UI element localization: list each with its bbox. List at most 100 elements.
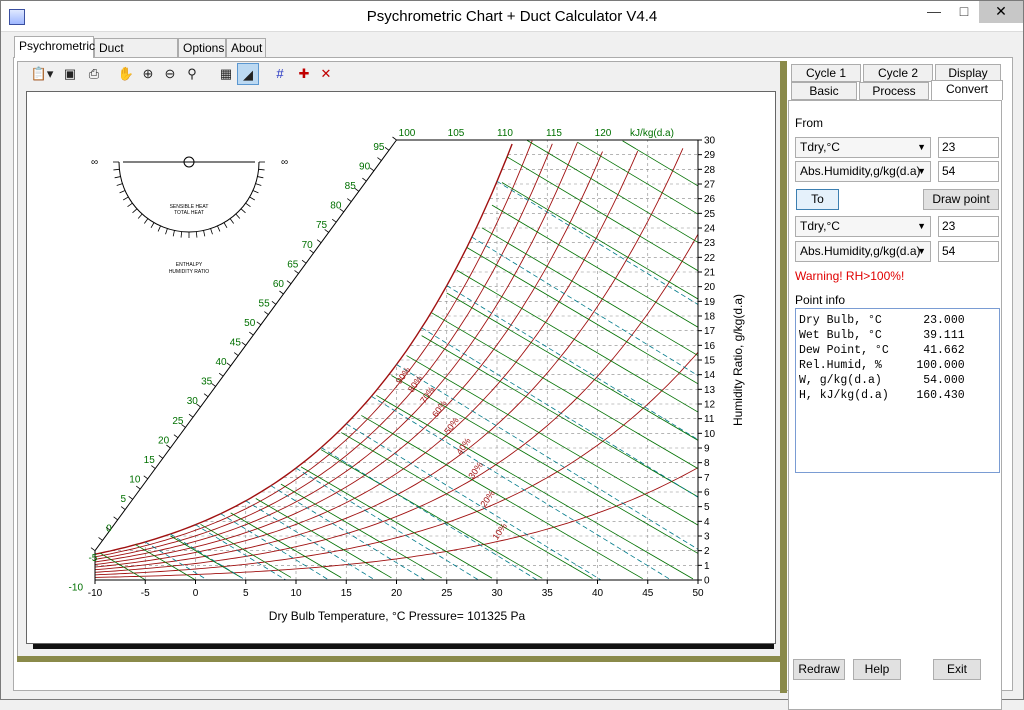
help-button[interactable]: Help — [853, 659, 901, 680]
maximize-icon[interactable]: □ — [959, 3, 969, 19]
enthalpy-scale-tick — [384, 146, 390, 151]
from-param-2-select[interactable]: Abs.Humidity,g/kg(d.a) ▼ — [795, 161, 931, 182]
tab-about[interactable]: About — [226, 38, 266, 58]
crosshair-icon[interactable]: ✚ — [298, 66, 310, 81]
y-tick-label: 21 — [704, 268, 716, 279]
protractor-tick — [223, 222, 228, 229]
from-value-1-input[interactable]: 23 — [938, 137, 999, 158]
wet-bulb-line — [195, 524, 286, 581]
print-icon[interactable]: ⎙ — [88, 66, 100, 81]
enthalpy-scale-tick — [354, 188, 360, 192]
chart-svg[interactable]: -10 -5 0 5 10 15 20 25 30 35 40 45 50012345678910111… — [27, 92, 777, 645]
enthalpy-line — [255, 498, 392, 579]
from-value-2-input[interactable]: 54 — [938, 161, 999, 182]
x-tick-label: -10 — [88, 588, 103, 599]
point-info-row: Rel.Humid, % 100.000 — [799, 358, 996, 373]
point-info-value: 100.000 — [895, 359, 965, 372]
enthalpy-line — [230, 512, 342, 578]
point-info-row: H, kJ/kg(d.a) 160.430 — [799, 388, 996, 403]
tab-process[interactable]: Process — [859, 82, 929, 100]
enthalpy-line — [361, 415, 643, 580]
zoom-out-icon[interactable]: ⊖ — [164, 66, 176, 81]
grid-icon[interactable]: # — [276, 66, 284, 81]
x-tick-label: 45 — [642, 588, 654, 599]
point-info-box[interactable]: Dry Bulb, °C 23.000 Wet Bulb, °C 39.111 De… — [795, 308, 1000, 473]
to-param-2-select[interactable]: Abs.Humidity,g/kg(d.a) ▼ — [795, 241, 931, 262]
close-icon[interactable]: ✕ — [979, 1, 1023, 23]
enthalpy-scale-tick — [331, 218, 337, 223]
wet-bulb-line — [421, 327, 699, 498]
rh-curve — [94, 233, 699, 573]
y-tick-label: 9 — [704, 444, 710, 455]
enthalpy-scale-tick — [196, 403, 201, 408]
y-tick-label: 16 — [704, 341, 716, 352]
pan-hand-icon[interactable]: ✋ — [117, 66, 135, 81]
to-value-2-input[interactable]: 54 — [938, 241, 999, 262]
y-tick-label: 24 — [704, 224, 716, 235]
y-tick-label: 7 — [704, 473, 710, 484]
rh-curve — [94, 143, 513, 555]
tab-cycle-2[interactable]: Cycle 2 — [863, 64, 933, 82]
draw-point-button[interactable]: Draw point — [923, 189, 999, 210]
zoom-fit-icon[interactable]: ⚲ — [187, 66, 197, 81]
to-param-2-value: Abs.Humidity,g/kg(d.a) — [800, 244, 921, 258]
enthalpy-line — [622, 140, 699, 187]
y-tick-label: 8 — [704, 458, 710, 469]
psychrometric-chart[interactable]: -10 -5 0 5 10 15 20 25 30 35 40 45 50 0 1 2 3 4 5 6 7 8 9 10 11 1… — [26, 91, 776, 644]
enthalpy-line — [406, 355, 699, 526]
enthalpy-scale-tick — [120, 506, 126, 510]
enthalpy-top-label: 100 — [399, 128, 416, 139]
protractor-tick — [245, 202, 251, 207]
splitter-vertical[interactable] — [780, 61, 787, 693]
x-tick-label: 40 — [592, 588, 604, 599]
to-param-1-select[interactable]: Tdry,°C ▼ — [795, 216, 931, 237]
wet-bulb-line — [270, 485, 425, 581]
app-icon — [9, 9, 25, 25]
zoom-in-icon[interactable]: ⊕ — [142, 66, 154, 81]
minimize-icon[interactable]: — — [927, 3, 941, 19]
tab-basic[interactable]: Basic — [791, 82, 857, 100]
y-tick-label: 5 — [704, 502, 710, 513]
to-button[interactable]: To — [796, 189, 839, 210]
enthalpy-scale-tick — [256, 321, 262, 326]
splitter-horizontal[interactable] — [17, 656, 781, 662]
tab-convert[interactable]: Convert — [931, 80, 1003, 100]
exit-button[interactable]: Exit — [933, 659, 981, 680]
enthalpy-line — [280, 483, 442, 579]
protractor-tick — [127, 202, 133, 207]
process-line-icon[interactable]: ✕ — [320, 66, 332, 81]
to-value-1-input[interactable]: 23 — [938, 216, 999, 237]
point-info-name: H, kJ/kg(d.a) — [799, 389, 896, 402]
enthalpy-scale-tick — [286, 280, 292, 285]
copy-dropdown-icon[interactable]: 📋▾ — [30, 66, 54, 81]
tab-cycle-1[interactable]: Cycle 1 — [791, 64, 861, 82]
tab-psychrometric[interactable]: Psychrometric — [14, 36, 95, 58]
enthalpy-scale-tick — [218, 372, 224, 377]
y-tick-label: 4 — [704, 517, 710, 528]
tab-display[interactable]: Display — [935, 64, 1001, 82]
enthalpy-line — [526, 140, 699, 243]
redraw-button[interactable]: Redraw — [793, 659, 845, 680]
psychro-lines-icon[interactable]: ◢ — [237, 63, 259, 85]
warning-text: Warning! RH>100%! — [795, 269, 905, 283]
wet-bulb-line — [371, 395, 672, 581]
enthalpy-scale-tick — [151, 465, 156, 469]
chart-view-icon[interactable]: ▦ — [219, 66, 233, 81]
tab-options[interactable]: Options — [178, 38, 226, 58]
rh-label: 40% — [454, 436, 473, 456]
enthalpy-side-label: 5 — [121, 494, 127, 505]
enthalpy-scale-tick — [128, 496, 133, 500]
rh-curve — [94, 148, 684, 571]
rh-label: 80% — [406, 374, 425, 394]
enthalpy-line — [446, 292, 699, 441]
enthalpy-scale-tick — [181, 424, 186, 428]
from-param-1-select[interactable]: Tdry,°C ▼ — [795, 137, 931, 158]
protractor-tick — [113, 168, 120, 171]
tab-duct-calculator[interactable]: Duct Calculator — [94, 38, 178, 69]
to-param-1-value: Tdry,°C — [800, 219, 840, 233]
from-param-2-value: Abs.Humidity,g/kg(d.a) — [800, 164, 921, 178]
save-image-icon[interactable]: ▣ — [63, 66, 77, 81]
point-info-label: Point info — [795, 293, 846, 307]
enthalpy-scale-tick — [324, 229, 329, 233]
